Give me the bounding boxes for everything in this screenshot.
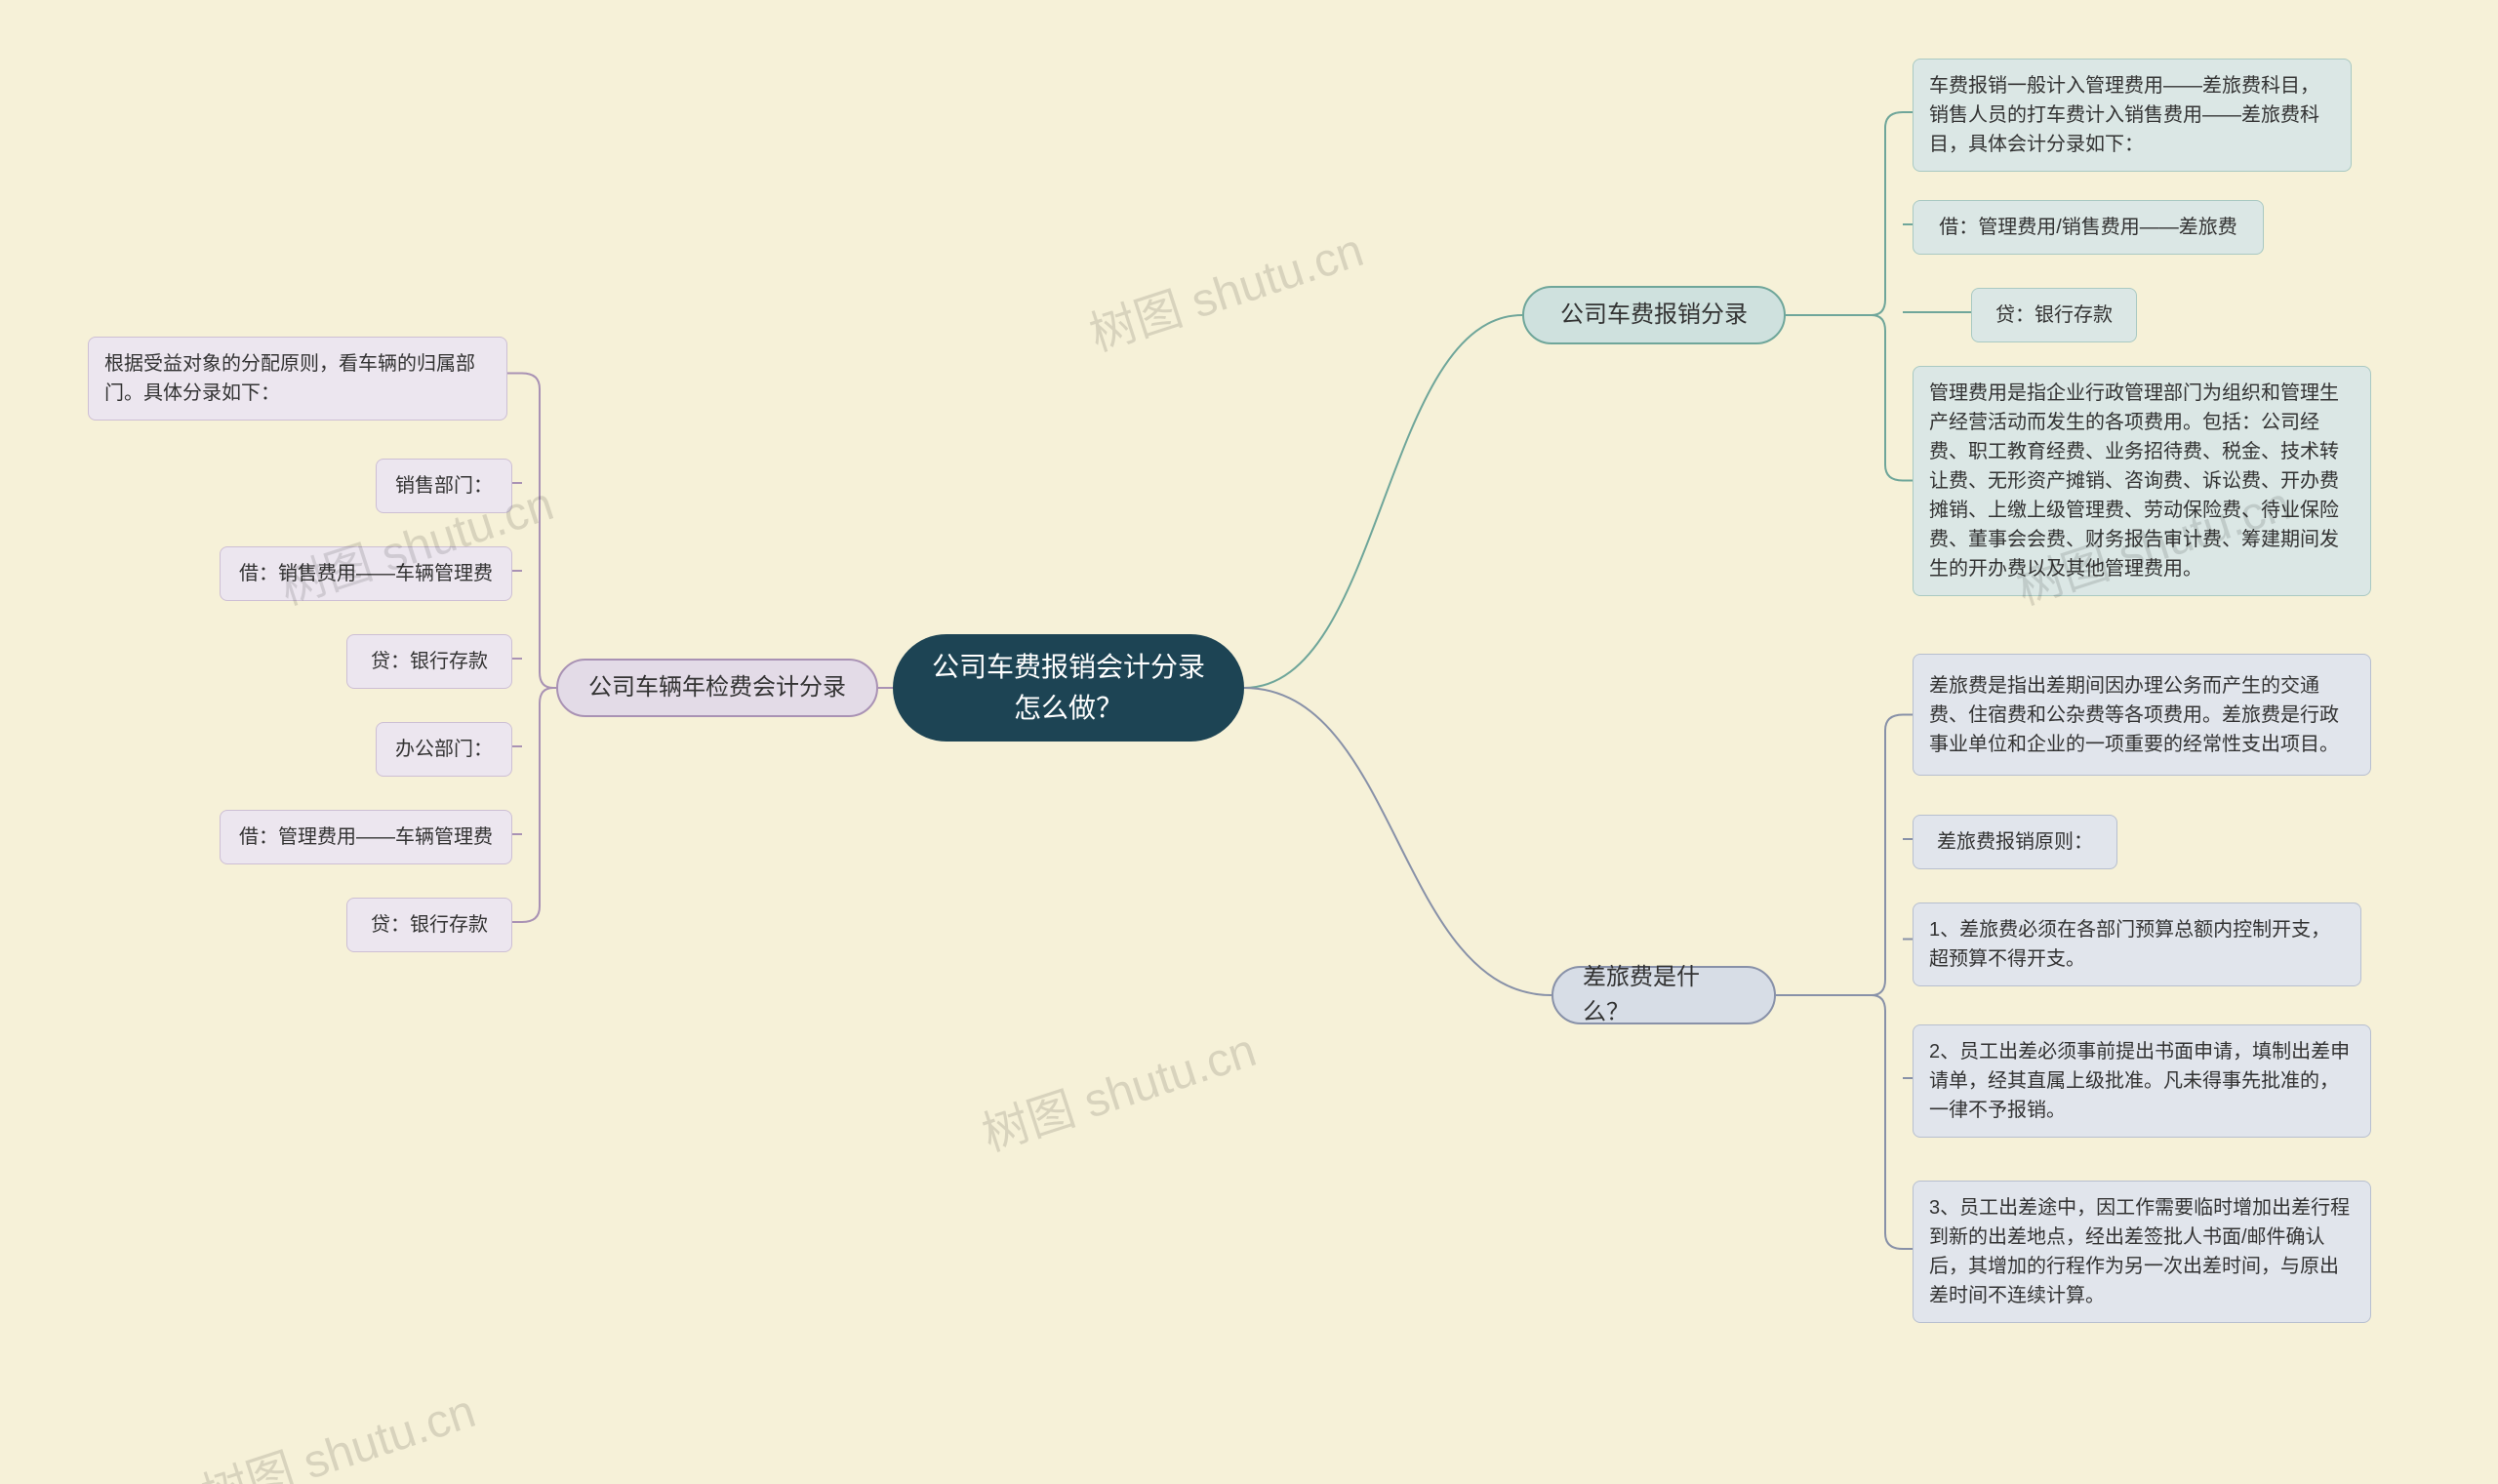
watermark: 树图 shutu.cn bbox=[1079, 212, 1370, 364]
leaf-node[interactable]: 管理费用是指企业行政管理部门为组织和管理生产经营活动而发生的各项费用。包括：公司… bbox=[1913, 366, 2371, 596]
branch-node-b2[interactable]: 差旅费是什么？ bbox=[1551, 966, 1776, 1024]
watermark: 树图 shutu.cn bbox=[191, 1373, 482, 1484]
watermark: 树图 shutu.cn bbox=[972, 1012, 1263, 1164]
leaf-node[interactable]: 3、员工出差途中，因工作需要临时增加出差行程到新的出差地点，经出差签批人书面/邮… bbox=[1913, 1181, 2371, 1323]
leaf-node[interactable]: 办公部门： bbox=[376, 722, 512, 777]
leaf-node[interactable]: 借：管理费用——车辆管理费 bbox=[220, 810, 512, 864]
leaf-node[interactable]: 1、差旅费必须在各部门预算总额内控制开支，超预算不得开支。 bbox=[1913, 902, 2361, 986]
leaf-node[interactable]: 贷：银行存款 bbox=[346, 898, 512, 952]
leaf-node[interactable]: 车费报销一般计入管理费用——差旅费科目，销售人员的打车费计入销售费用——差旅费科… bbox=[1913, 59, 2352, 172]
leaf-node[interactable]: 贷：银行存款 bbox=[346, 634, 512, 689]
branch-node-b3[interactable]: 公司车辆年检费会计分录 bbox=[556, 659, 878, 717]
leaf-node[interactable]: 销售部门： bbox=[376, 459, 512, 513]
leaf-node[interactable]: 借：管理费用/销售费用——差旅费 bbox=[1913, 200, 2264, 255]
leaf-node[interactable]: 根据受益对象的分配原则，看车辆的归属部门。具体分录如下： bbox=[88, 337, 507, 421]
leaf-node[interactable]: 贷：银行存款 bbox=[1971, 288, 2137, 342]
leaf-node[interactable]: 差旅费是指出差期间因办理公务而产生的交通费、住宿费和公杂费等各项费用。差旅费是行… bbox=[1913, 654, 2371, 776]
leaf-node[interactable]: 借：销售费用——车辆管理费 bbox=[220, 546, 512, 601]
mindmap-root[interactable]: 公司车费报销会计分录怎么做？ bbox=[893, 634, 1244, 742]
leaf-node[interactable]: 2、员工出差必须事前提出书面申请，填制出差申请单，经其直属上级批准。凡未得事先批… bbox=[1913, 1024, 2371, 1138]
branch-node-b1[interactable]: 公司车费报销分录 bbox=[1522, 286, 1786, 344]
leaf-node[interactable]: 差旅费报销原则： bbox=[1913, 815, 2117, 869]
